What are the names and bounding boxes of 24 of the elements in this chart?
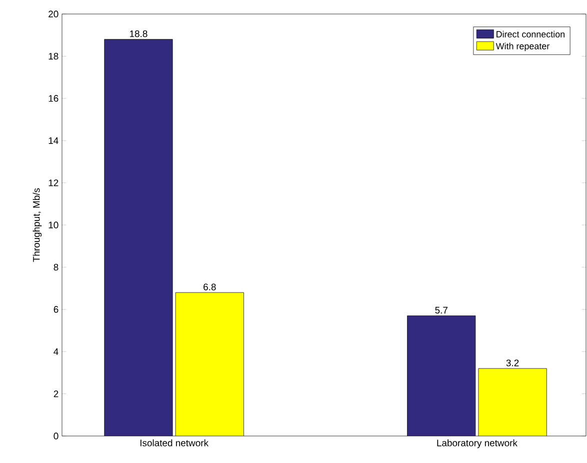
bar bbox=[407, 316, 476, 436]
y-axis-title: Throughput, Mb/s bbox=[32, 188, 42, 262]
legend-label: With repeater bbox=[496, 42, 550, 52]
y-tick-label: 2 bbox=[54, 390, 58, 398]
y-tick-label: 18 bbox=[48, 52, 58, 60]
data-label: 18.8 bbox=[130, 30, 148, 38]
y-tick-label: 20 bbox=[48, 10, 58, 18]
legend-label: Direct connection bbox=[496, 30, 565, 38]
y-tick-label: 6 bbox=[54, 306, 58, 313]
y-tick-label: 16 bbox=[48, 95, 58, 102]
y-tick-label: 14 bbox=[48, 137, 58, 144]
x-tick-label: Laboratory network bbox=[437, 439, 518, 448]
bar bbox=[104, 39, 173, 436]
y-tick-label: 8 bbox=[54, 264, 58, 271]
data-label: 6.8 bbox=[204, 284, 216, 290]
bar bbox=[478, 368, 547, 436]
bar bbox=[175, 292, 244, 436]
y-tick-label: 12 bbox=[48, 179, 58, 186]
y-tick-label: 10 bbox=[48, 222, 58, 228]
y-tick-label: 0 bbox=[54, 432, 58, 440]
data-label: 3.2 bbox=[506, 360, 519, 366]
data-label: 5.7 bbox=[435, 306, 448, 314]
x-tick-label: Isolated network bbox=[140, 439, 209, 446]
y-tick-label: 4 bbox=[54, 348, 58, 355]
